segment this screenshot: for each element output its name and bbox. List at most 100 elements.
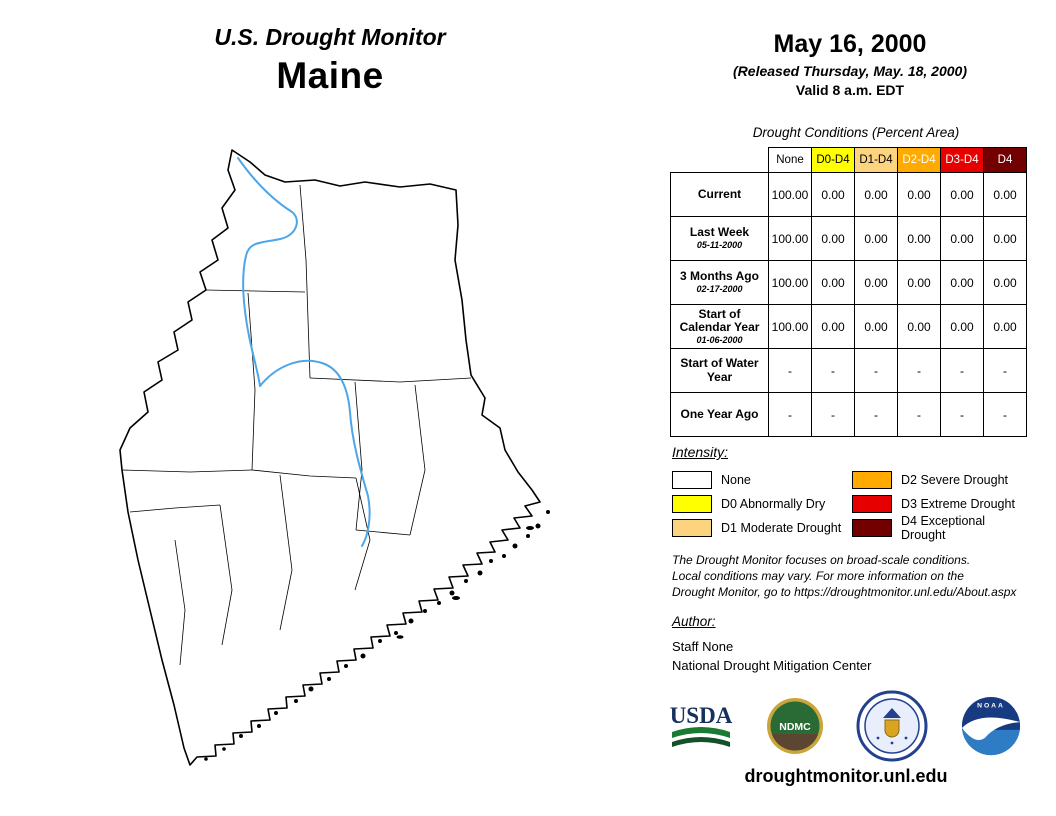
disclaimer-text: The Drought Monitor focuses on broad-sca…	[672, 552, 1016, 600]
table-cell: 0.00	[897, 304, 941, 349]
legend-grid: None D0 Abnormally Dry D1 Moderate Droug…	[672, 468, 1032, 542]
table-cell: -	[811, 348, 855, 393]
table-cell: 0.00	[854, 260, 898, 305]
usda-logo: USDA	[670, 703, 733, 747]
table-cell: -	[940, 392, 984, 437]
author-heading: Author:	[672, 614, 716, 629]
table-cell: -	[811, 392, 855, 437]
column-header-d2d4: D2-D4	[897, 147, 941, 173]
disclaimer-line: Drought Monitor, go to https://droughtmo…	[672, 585, 1017, 599]
table-row-one-year-ago: One Year Ago - - - - - -	[670, 392, 1027, 437]
legend-swatch-d1	[672, 519, 712, 537]
table-row-start-calendar-year: Start of Calendar Year 01-06-2000 100.00 …	[670, 304, 1027, 349]
coastal-islands	[204, 510, 550, 761]
legend-label: D4 Exceptional Drought	[901, 514, 986, 542]
usda-swoosh-icon	[672, 727, 730, 738]
legend-label: D3 Extreme Drought	[901, 497, 1015, 511]
table-cell: 100.00	[768, 172, 812, 217]
ndmc-logo: NDMC	[767, 698, 823, 754]
legend-label: D0 Abnormally Dry	[721, 497, 826, 511]
table-cell: 100.00	[768, 260, 812, 305]
table-cell: 0.00	[983, 304, 1027, 349]
author-name: Staff None	[672, 639, 734, 654]
table-cell: -	[854, 348, 898, 393]
legend-item-d3: D3 Extreme Drought	[852, 495, 1032, 513]
row-label: Start of Calendar Year	[679, 306, 760, 335]
table-cell: 100.00	[768, 304, 812, 349]
table-caption: Drought Conditions (Percent Area)	[752, 125, 960, 140]
logo-row: USDA NDMC NOAA	[668, 690, 1022, 762]
table-cell: 0.00	[940, 260, 984, 305]
legend-swatch-d2	[852, 471, 892, 489]
row-label: Start of Water Year	[680, 355, 759, 384]
row-sublabel: 02-17-2000	[696, 284, 743, 295]
table-cell: 0.00	[940, 216, 984, 261]
table-row-start-water-year: Start of Water Year - - - - - -	[670, 348, 1027, 393]
maine-outline	[119, 149, 541, 766]
report-header: May 16, 2000 (Released Thursday, May. 18…	[672, 30, 1028, 98]
footer-url: droughtmonitor.unl.edu	[744, 766, 948, 786]
column-header-none: None	[768, 147, 812, 173]
table-row-last-week: Last Week 05-11-2000 100.00 0.00 0.00 0.0…	[670, 216, 1027, 261]
usda-logo-text: USDA	[670, 703, 733, 728]
report-brand-title: U.S. Drought Monitor	[214, 24, 446, 50]
author-org: National Drought Mitigation Center	[672, 658, 872, 673]
legend-swatch-none	[672, 471, 712, 489]
author-block: Author: Staff None National Drought Miti…	[672, 614, 871, 673]
table-cell: -	[983, 392, 1027, 437]
legend-item-d4: D4 Exceptional Drought	[852, 514, 1032, 542]
row-label: Last Week	[689, 225, 750, 240]
shield-icon	[884, 719, 900, 738]
table-cell: 0.00	[983, 172, 1027, 217]
table-cell: 0.00	[854, 172, 898, 217]
eagle-icon	[883, 708, 901, 718]
table-cell: -	[983, 348, 1027, 393]
table-cell: -	[897, 348, 941, 393]
legend-heading: Intensity:	[672, 444, 729, 460]
table-cell: 0.00	[811, 216, 855, 261]
legend-swatch-d3	[852, 495, 892, 513]
release-date: (Released Thursday, May. 18, 2000)	[733, 63, 967, 79]
commerce-seal-logo	[856, 690, 928, 762]
table-cell: 0.00	[983, 260, 1027, 305]
row-label: Current	[697, 186, 742, 201]
row-sublabel: 05-11-2000	[696, 240, 743, 251]
column-header-d1d4: D1-D4	[854, 147, 898, 173]
table-row-3-months-ago: 3 Months Ago 02-17-2000 100.00 0.00 0.00 …	[670, 260, 1027, 305]
table-row-current: Current 100.00 0.00 0.00 0.00 0.00 0.00	[670, 172, 1027, 217]
legend-item-d1: D1 Moderate Drought	[672, 519, 852, 537]
table-header-row: None D0-D4 D1-D4 D2-D4 D3-D4 D4	[671, 147, 1027, 173]
table-cell: 0.00	[940, 304, 984, 349]
legend-swatch-d4	[852, 519, 892, 537]
state-title: Maine	[276, 55, 384, 96]
legend-swatch-d0	[672, 495, 712, 513]
report-date: May 16, 2000	[773, 30, 927, 58]
legend-label: None	[721, 473, 751, 487]
county-boundaries	[121, 184, 472, 666]
table-cell: 0.00	[811, 172, 855, 217]
ndmc-logo-text: NDMC	[779, 721, 811, 733]
legend-label: D1 Moderate Drought	[721, 521, 842, 535]
table-cell: -	[940, 348, 984, 393]
column-header-d0d4: D0-D4	[811, 147, 855, 173]
table-cell: 100.00	[768, 216, 812, 261]
table-cell: 0.00	[811, 304, 855, 349]
table-cell: 0.00	[897, 172, 941, 217]
legend-item-d2: D2 Severe Drought	[852, 471, 1032, 489]
report-titles: U.S. Drought Monitor Maine	[130, 24, 530, 97]
table-cell: 0.00	[897, 260, 941, 305]
table-cell: 0.00	[854, 216, 898, 261]
table-cell: -	[768, 348, 812, 393]
valid-time: Valid 8 a.m. EDT	[795, 82, 905, 98]
row-sublabel: 01-06-2000	[696, 335, 743, 346]
column-header-d4: D4	[983, 147, 1027, 173]
column-header-d3d4: D3-D4	[940, 147, 984, 173]
drought-conditions-table: None D0-D4 D1-D4 D2-D4 D3-D4 D4 Current …	[670, 147, 1027, 437]
table-cell: 0.00	[983, 216, 1027, 261]
table-cell: -	[854, 392, 898, 437]
row-label: 3 Months Ago	[680, 269, 759, 284]
table-cell: -	[768, 392, 812, 437]
table-cell: -	[897, 392, 941, 437]
table-cell: 0.00	[940, 172, 984, 217]
